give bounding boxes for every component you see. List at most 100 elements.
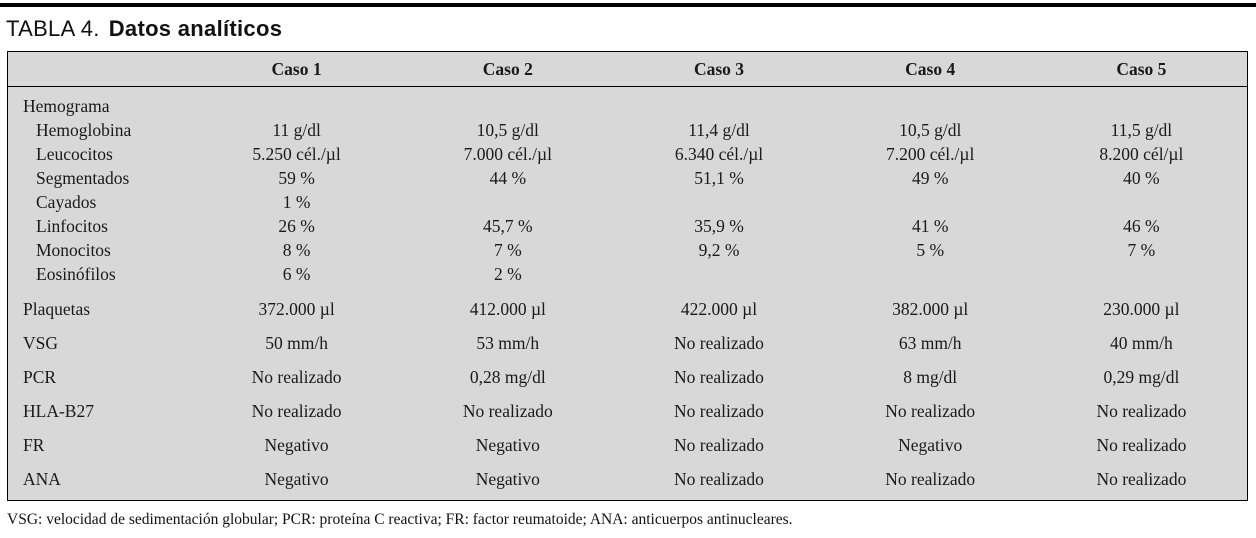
cell-value: 49 % [911,168,949,188]
row-label: Cayados [36,192,97,212]
cell-value: No realizado [462,401,553,421]
cell-value: 8 % [282,240,311,260]
cell-value: 46 % [1123,216,1160,236]
cell-value: No realizado [674,469,764,489]
footnote: VSG: velocidad de sedimentación globular… [7,511,793,528]
cell-value: No realizado [674,435,764,455]
row-label: Hemograma [23,96,110,116]
cell-value: No realizado [885,401,976,421]
column-header: Caso 1 [271,58,322,79]
cell-value: No realizado [674,401,764,421]
table-row: Cayados 1 % [8,190,1247,214]
table-row: Monocitos 8 % 7 % 9,2 % 5 % 7 % [8,238,1247,262]
cell-value: 7 % [1127,240,1156,260]
table-row: Linfocitos 26 % 45,7 % 35,9 % 41 % 46 % [8,214,1247,238]
cell-value: No realizado [251,367,342,387]
cell-value: 50 mm/h [265,333,328,353]
cell-value: 40 % [1123,168,1160,188]
cell-value: No realizado [885,469,976,489]
row-label: Eosinófilos [36,264,116,284]
table-number: TABLA 4. [6,16,100,41]
column-header: Caso 4 [905,58,956,79]
table-row: Hemoglobina 11 g/dl 10,5 g/dl 11,4 g/dl 10,5… [8,118,1247,142]
row-label: Monocitos [36,240,111,260]
row-label: Leucocitos [36,144,113,164]
row-label: VSG [23,333,59,353]
cell-value: 8 mg/dl [903,367,958,387]
cell-value: 372.000 µl [258,299,335,319]
cell-value: 5.250 cél./µl [252,144,341,164]
cell-value: 422.000 µl [680,299,758,319]
cell-value: 0,29 mg/dl [1103,367,1180,387]
cell-value [191,94,402,118]
cell-value: No realizado [1096,435,1187,455]
cell-value [825,262,1036,286]
table-row: Plaquetas 372.000 µl 412.000 µl 422.000 µl 3… [8,292,1247,326]
cell-value: 53 mm/h [476,333,540,353]
cell-value [1036,262,1247,286]
column-header: Caso 2 [482,58,533,79]
table-row: Leucocitos 5.250 cél./µl 7.000 cél./µl 6.34… [8,142,1247,166]
cell-value: Negativo [475,469,540,489]
cell-value: 7.200 cél./µl [886,144,975,164]
cell-value: Negativo [264,435,329,455]
table-row: FR Negativo Negativo No realizado Negativo No… [8,428,1247,462]
cell-value: 11,5 g/dl [1110,120,1173,140]
table-row: Eosinófilos 6 % 2 % [8,262,1247,286]
cell-value: 7 % [493,240,522,260]
cell-value: 6.340 cél./µl [674,144,764,164]
cell-value: 45,7 % [483,216,533,236]
cell-value: 2 % [493,264,522,284]
cell-value: 63 mm/h [898,333,962,353]
cell-value: Negativo [264,469,329,489]
cell-value: 1 % [282,192,311,212]
cell-value: 6 % [282,264,311,284]
column-header: Caso 5 [1116,58,1167,79]
top-rule [0,3,1256,7]
cell-value: 0,28 mg/dl [469,367,546,387]
column-header: Caso 3 [693,58,745,79]
cell-value: 26 % [278,216,315,236]
header-row: Caso 1 Caso 2 Caso 3 Caso 4 Caso 5 [8,52,1247,87]
cell-value [402,190,613,214]
cell-value: 40 mm/h [1110,333,1173,353]
table-row: Segmentados 59 % 44 % 51,1 % 49 % 40 % [8,166,1247,190]
cell-value [402,94,613,118]
row-label: Hemoglobina [36,120,132,140]
table-row: PCR No realizado 0,28 mg/dl No realizado 8 m… [8,360,1247,394]
cell-value [1036,190,1247,214]
row-label: Segmentados [36,168,130,188]
cell-value: 9,2 % [698,240,740,260]
row-label: Plaquetas [23,299,91,319]
row-label: ANA [23,469,61,489]
cell-value [1036,94,1247,118]
table-body: Hemograma Hemoglobina 11 g/dl 10,5 g/dl 11,4… [8,87,1247,500]
cell-value: 382.000 µl [892,299,969,319]
row-label: HLA-B27 [23,401,94,421]
table-row: HLA-B27 No realizado No realizado No realiz… [8,394,1247,428]
cell-value [613,190,824,214]
cell-value: No realizado [1096,401,1187,421]
cell-value: 11 g/dl [272,120,321,140]
cell-value: 7.000 cél./µl [463,144,552,164]
cell-value: 44 % [489,168,527,188]
cell-value: 35,9 % [694,216,744,236]
cell-value: 10,5 g/dl [476,120,539,140]
cell-value: Negativo [475,435,540,455]
cell-value: Negativo [898,435,963,455]
table-title: TABLA 4. Datos analíticos [6,16,1248,42]
table-row: Hemograma [8,94,1247,118]
row-label: PCR [23,367,57,387]
cell-value [825,94,1036,118]
row-label: Linfocitos [36,216,108,236]
data-table: Caso 1 Caso 2 Caso 3 Caso 4 Caso 5 Hemograma… [7,51,1248,501]
cell-value: 59 % [278,168,315,188]
cell-value [825,190,1036,214]
cell-value: No realizado [1096,469,1187,489]
table-name: Datos analíticos [108,16,283,41]
cell-value: 51,1 % [694,168,744,188]
cell-value [613,262,824,286]
cell-value: 10,5 g/dl [899,120,962,140]
cell-value: No realizado [674,333,764,353]
cell-value: 5 % [916,240,945,260]
